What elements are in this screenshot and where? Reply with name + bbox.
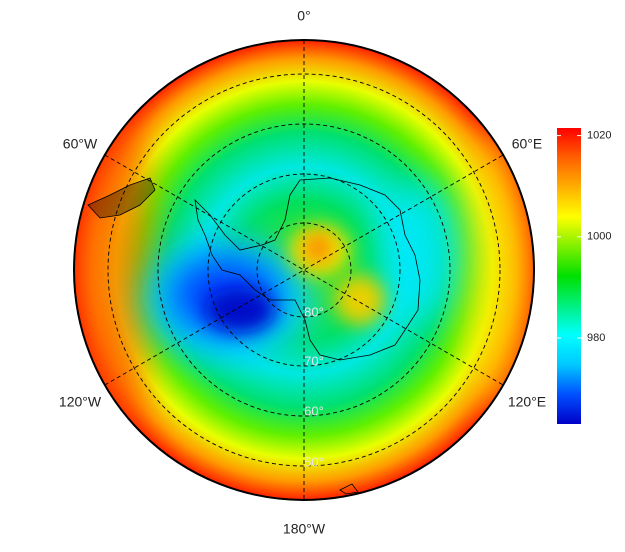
meridian-label: 0° [297, 8, 310, 24]
latitude-label: 80° [304, 304, 324, 319]
latitude-label: 50° [304, 454, 324, 469]
map-border [73, 39, 535, 501]
colorbar-tick-label: 1020 [587, 129, 611, 141]
colorbar-tick-label: 980 [587, 332, 605, 344]
meridian-label: 60°E [512, 136, 543, 152]
latitude-label: 60° [304, 403, 324, 418]
meridian-label: 120°W [59, 394, 102, 410]
meridian-label: 120°E [508, 394, 546, 410]
colorbar [557, 128, 581, 424]
graticule [104, 40, 504, 500]
meridian-label: 180°W [283, 521, 326, 537]
latitude-label: 70° [304, 353, 324, 368]
colorbar-tick-label: 1000 [587, 231, 611, 243]
meridian-label: 60°W [63, 136, 98, 152]
